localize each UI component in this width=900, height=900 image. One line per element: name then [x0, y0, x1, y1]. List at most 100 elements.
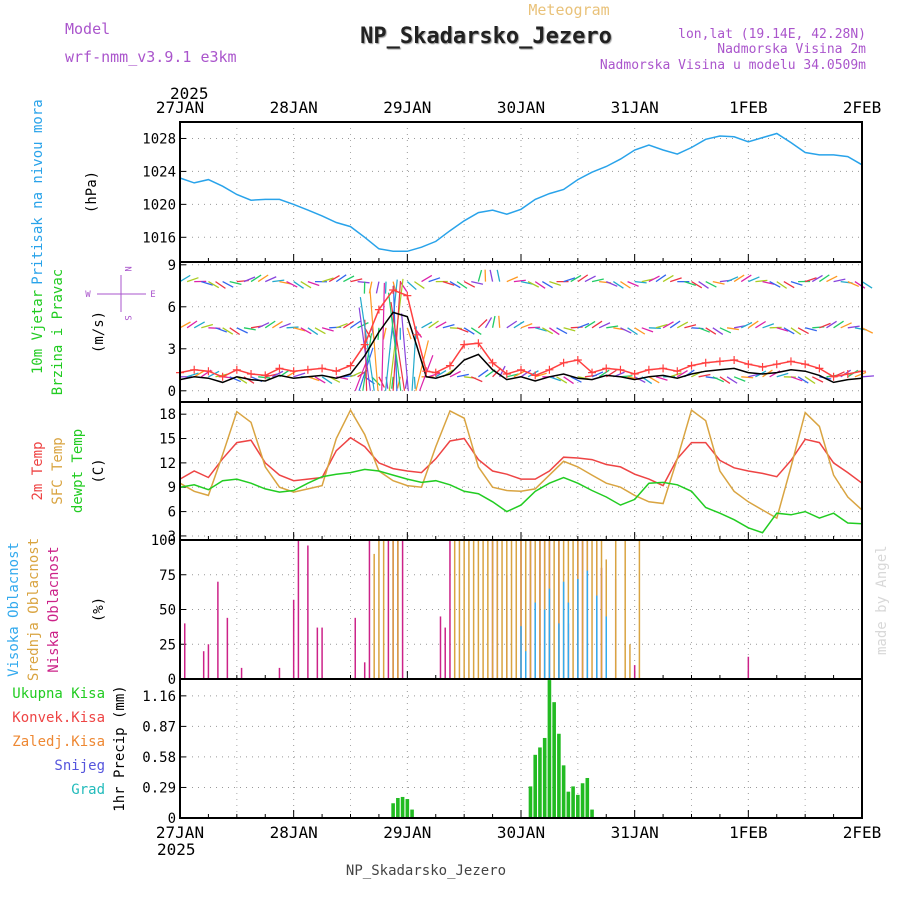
- gust-marker: [346, 361, 355, 370]
- precip-bar: [547, 680, 552, 818]
- x-tick-top-2FEB: 2FEB: [843, 98, 882, 117]
- wind-vector-burst: [392, 285, 398, 391]
- wind-vector: [357, 322, 369, 329]
- ylabel-dewpt-temp: dewpt Temp: [70, 429, 86, 513]
- ylabel-srednja-oblacnost: Srednja Oblacnost: [26, 538, 42, 681]
- y-tick-clouds-100: 100: [151, 533, 176, 549]
- wind-vector-burst: [390, 301, 406, 391]
- wind-vector: [584, 320, 596, 329]
- wind-vector: [382, 327, 387, 340]
- gust-marker: [232, 365, 241, 374]
- wind-vector: [413, 376, 416, 389]
- panel-clouds: 0 25 50 75 100 Visoka Oblacnost Srednja Oblacn…: [6, 533, 863, 688]
- wind-vector: [861, 375, 875, 378]
- wind-vector: [350, 320, 361, 329]
- wind-vector: [456, 373, 469, 378]
- wind-vector: [591, 320, 603, 329]
- wind-vector: [506, 373, 519, 378]
- wind-vector: [350, 278, 363, 283]
- y-tick-precip-0.58: 0.58: [142, 750, 176, 766]
- wind-vector: [399, 281, 408, 292]
- wind-vector: [591, 371, 604, 378]
- wind-vector: [520, 280, 533, 285]
- x-tick-bottom-29JAN: 29JAN: [383, 823, 431, 842]
- precip-bar: [571, 786, 575, 818]
- y-tick-precip-0: 0: [168, 811, 176, 827]
- wind-vector: [264, 320, 276, 329]
- wind-vector: [406, 281, 417, 291]
- x-tick-bottom-27JAN: 27JAN: [156, 823, 204, 842]
- x-tick-top-31JAN: 31JAN: [611, 98, 659, 117]
- wind-vector: [258, 376, 271, 379]
- y-tick-temperature-9: 9: [168, 480, 176, 496]
- wind-vector: [307, 280, 320, 287]
- wind-vector: [541, 327, 554, 335]
- wind-vector: [705, 327, 717, 335]
- wind-vector: [201, 280, 213, 286]
- wind-vector: [300, 327, 312, 335]
- wind-vector: [179, 274, 191, 283]
- wind-vector: [229, 327, 241, 336]
- wind-vector: [762, 323, 775, 329]
- x-tick-top-29JAN: 29JAN: [383, 98, 431, 117]
- wind-vector: [570, 274, 582, 283]
- wind-vector: [527, 370, 539, 378]
- wind-vector: [442, 324, 455, 329]
- precip-bar: [557, 733, 561, 818]
- gust-marker: [389, 286, 398, 294]
- wind-vector: [456, 281, 468, 289]
- gust-marker: [460, 340, 469, 349]
- series-line-dewpt-temp: [179, 468, 863, 534]
- wind-vector: [371, 376, 381, 386]
- wind-vector: [577, 274, 589, 283]
- y-tick-pressure-1024: 1024: [142, 164, 176, 180]
- gust-marker: [374, 305, 383, 314]
- wind-vector: [769, 281, 781, 288]
- wind-vector-burst: [354, 362, 367, 392]
- y-tick-temperature-12: 12: [159, 456, 176, 472]
- y-tick-wind-6: 6: [168, 300, 176, 316]
- compass-south: S: [122, 315, 132, 320]
- wind-vector: [435, 370, 447, 378]
- wind-vector: [655, 376, 668, 381]
- x-tick-bottom-30JAN: 30JAN: [497, 823, 545, 842]
- wind-vector: [343, 320, 354, 329]
- wind-vector: [463, 327, 475, 335]
- wind-vector: [343, 275, 355, 283]
- wind-vector: [549, 327, 560, 336]
- wind-vector: [293, 281, 304, 289]
- ylabel-brzina-i-pravac: Brzina i Pravac: [50, 269, 66, 395]
- precip-bar: [580, 783, 585, 818]
- year-top: 2025: [170, 84, 209, 103]
- gust-marker: [687, 361, 696, 370]
- wind-vector: [471, 280, 484, 285]
- wind-vector: [598, 322, 611, 329]
- precip-bar: [561, 765, 566, 818]
- legend-konvek-kisa: Konvek.Kisa: [12, 710, 105, 726]
- wind-vector-burst: [359, 297, 375, 391]
- wind-vector: [698, 373, 711, 378]
- x-tick-bottom-28JAN: 28JAN: [270, 823, 318, 842]
- wind-vector-burst: [358, 307, 371, 391]
- wind-vector: [620, 281, 631, 289]
- ylabel-unit-wind: (m/s): [91, 311, 107, 353]
- wind-vector: [336, 322, 348, 329]
- y-tick-temperature-6: 6: [168, 505, 176, 521]
- wind-vector: [641, 278, 654, 283]
- gust-marker: [602, 364, 611, 373]
- gust-marker: [673, 367, 682, 376]
- wind-vector: [698, 327, 711, 333]
- wind-vector: [662, 274, 674, 283]
- series-line-2m-temp: [179, 436, 863, 487]
- wind-vector: [428, 320, 439, 329]
- wind-vector: [733, 274, 745, 283]
- wind-vector: [406, 327, 412, 340]
- y-tick-wind-9: 9: [168, 258, 176, 274]
- station-title: NP_Skadarsko_Jezero: [360, 24, 612, 49]
- gust-marker: [630, 370, 639, 378]
- wind-vector: [819, 274, 830, 283]
- year-bottom: 2025: [157, 840, 196, 859]
- wind-vector: [669, 372, 682, 378]
- wind-vector: [755, 279, 768, 283]
